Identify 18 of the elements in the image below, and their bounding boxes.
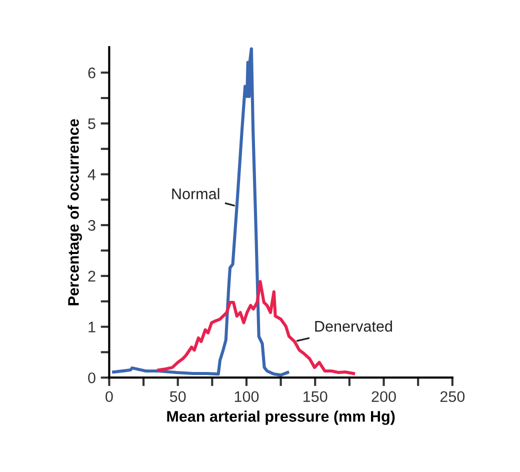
y-tick-label: 4 — [88, 169, 96, 180]
x-tick-label: 150 — [304, 391, 328, 402]
y-tick-label: 6 — [88, 67, 96, 78]
y-tick-label: 1 — [88, 322, 96, 332]
x-axis-title: Mean arterial pressure (mm Hg) — [167, 410, 395, 425]
line-series — [112, 47, 290, 377]
y-tick-label: 3 — [88, 220, 96, 231]
x-tick-label: 250 — [440, 391, 465, 402]
x-tick-label: 0 — [106, 391, 113, 402]
y-axis-title: Percentage of occurrence — [68, 119, 82, 306]
y-tick-label: 0 — [88, 372, 96, 384]
x-tick-label: 50 — [170, 391, 186, 402]
series-label: Denervated — [315, 320, 392, 332]
y-tick-label: 5 — [88, 118, 96, 130]
x-tick-label: 200 — [372, 391, 396, 402]
y-tick-label: 2 — [88, 270, 96, 282]
x-tick-label: 100 — [234, 391, 259, 402]
series-label: Normal — [172, 188, 220, 200]
